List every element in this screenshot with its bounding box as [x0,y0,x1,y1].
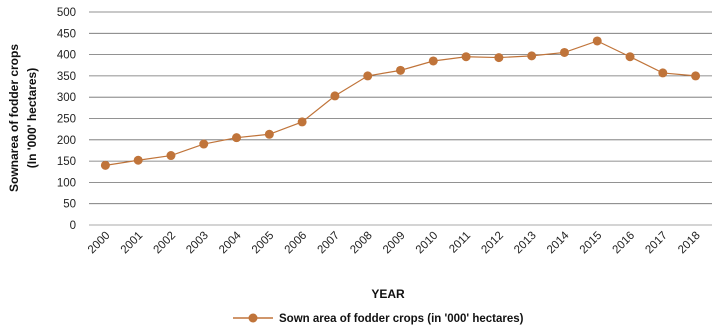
x-tick-label-2013: 2013 [512,230,539,257]
data-point-2013 [527,51,537,61]
y-tick-label-350: 350 [57,71,76,83]
x-tick-label-2003: 2003 [184,230,211,257]
x-tick-label-2000: 2000 [86,230,113,257]
x-tick-label-2014: 2014 [545,229,572,256]
y-tick-label-50: 50 [63,199,76,211]
x-tick-label-2010: 2010 [414,230,441,257]
data-point-2017 [658,68,668,78]
data-point-2005 [264,129,274,139]
x-axis-title: YEAR [371,287,405,301]
x-tick-label-2017: 2017 [643,230,670,257]
x-tick-label-2018: 2018 [676,230,703,257]
x-tick-label-2012: 2012 [479,230,506,257]
y-tick-label-150: 150 [57,156,76,168]
y-tick-label-200: 200 [57,135,76,147]
x-tick-label-2001: 2001 [119,230,146,257]
x-tick-label-2008: 2008 [348,230,375,257]
data-point-2002 [166,151,176,161]
x-tick-label-2005: 2005 [250,230,277,257]
data-point-2015 [592,36,602,46]
y-axis-ticks: 0 50 100 150 200 250 300 350 400 450 500 [57,7,76,232]
x-tick-label-2007: 2007 [315,230,342,257]
y-tick-label-0: 0 [70,220,76,232]
y-tick-label-250: 250 [57,114,76,126]
series-group [100,36,701,170]
data-point-2011 [461,52,471,62]
x-tick-label-2009: 2009 [381,230,408,257]
y-tick-label-500: 500 [57,7,76,19]
data-point-2012 [494,53,504,63]
data-point-2016 [625,52,635,62]
legend-label: Sown area of fodder crops (in '000' hect… [279,313,524,325]
x-tick-label-2011: 2011 [447,230,473,256]
x-tick-label-2015: 2015 [578,230,605,257]
y-tick-label-450: 450 [57,28,76,40]
data-point-2009 [396,65,405,75]
data-point-2008 [363,71,373,81]
x-tick-label-2006: 2006 [283,230,310,257]
y-tick-label-400: 400 [57,50,76,62]
legend: Sown area of fodder crops (in '000' hect… [233,313,524,325]
y-axis-title-line2: (In '000' hectares) [25,68,39,168]
data-point-2010 [428,56,438,66]
data-point-2007 [330,91,340,101]
data-point-2018 [691,71,701,81]
x-tick-label-2004: 2004 [217,229,244,256]
data-point-2006 [297,117,307,127]
data-point-2014 [559,47,569,57]
y-tick-label-100: 100 [57,177,76,189]
series-line-0 [105,40,696,166]
x-axis-ticks: 2000 2001 2002 2003 2004 2005 2006 2007 2008 2009… [86,229,703,256]
gridlines [89,11,712,226]
y-axis-title-line1: Sownarea of fodder crops [7,44,21,192]
y-tick-label-300: 300 [57,92,76,104]
data-point-2000 [100,160,110,170]
legend-marker [248,313,258,323]
data-point-2003 [199,139,209,149]
x-tick-label-2002: 2002 [152,230,179,257]
data-point-2001 [133,155,143,165]
data-point-2004 [232,133,242,143]
x-tick-label-2016: 2016 [611,230,638,257]
